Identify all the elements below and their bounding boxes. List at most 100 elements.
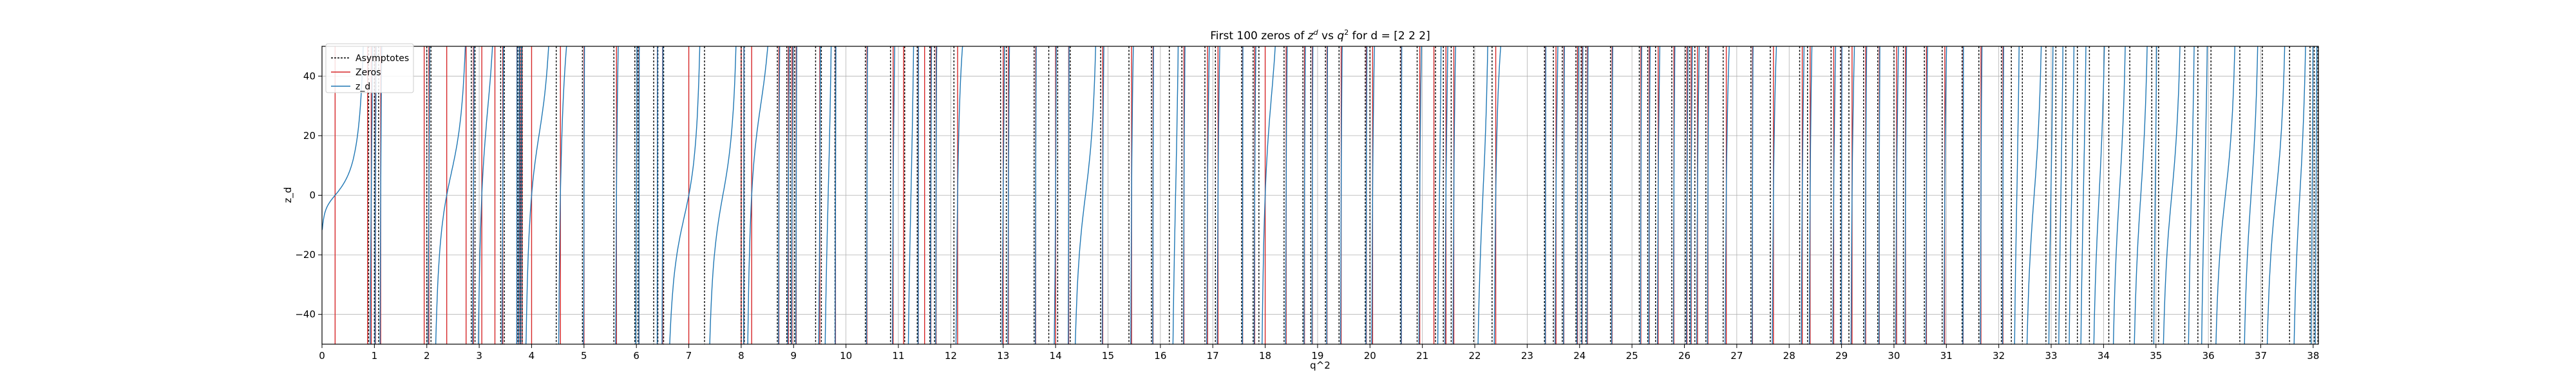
y-axis: −40 −20 0 20 40: [295, 70, 322, 320]
y-tick-label: 20: [303, 130, 316, 142]
zd-curve-series: [322, 46, 2318, 344]
zd-branch: [518, 46, 520, 344]
zd-branch: [2026, 46, 2042, 344]
x-tick-label: 29: [1835, 350, 1848, 362]
zd-branch: [2058, 46, 2063, 344]
zd-branch: [1690, 46, 1693, 344]
zd-branch: [1725, 46, 1730, 344]
x-tick-label: 19: [1311, 350, 1323, 362]
x-tick-label: 23: [1521, 350, 1533, 362]
zd-branch: [2153, 46, 2157, 344]
zd-branch: [525, 46, 549, 344]
y-tick-label: −20: [295, 249, 316, 261]
y-axis-label: z_d: [282, 187, 294, 203]
x-tick-label: 1: [372, 350, 378, 362]
x-tick-label: 6: [633, 350, 639, 362]
zd-branch: [2293, 46, 2306, 344]
x-tick-label: 12: [945, 350, 957, 362]
zd-branch: [1303, 46, 1306, 344]
x-tick-label: 26: [1678, 350, 1690, 362]
asymptotes-series: [368, 46, 2318, 344]
zd-branch: [1452, 46, 1456, 344]
zd-branch: [1576, 46, 1579, 344]
zd-branch: [1172, 46, 1179, 344]
zd-branch: [1943, 46, 1947, 344]
zd-branch: [2002, 46, 2004, 344]
zd-branch: [2048, 46, 2054, 344]
zd-branch: [322, 46, 364, 230]
zd-branch: [1640, 46, 1642, 344]
zd-branch: [1437, 46, 1442, 344]
zd-branch: [558, 46, 567, 344]
zd-branch: [656, 46, 658, 344]
zd-branch: [709, 46, 737, 344]
zd-branch: [1365, 46, 1368, 344]
x-tick-label: 35: [2150, 350, 2162, 362]
x-tick-label: 0: [319, 350, 325, 362]
y-tick-label: −40: [295, 309, 316, 320]
zd-branch: [1555, 46, 1558, 344]
zd-branch: [1648, 46, 1651, 344]
zd-branch: [787, 46, 790, 344]
legend-label-zeros: Zeros: [355, 68, 381, 78]
x-tick-label: 33: [2045, 350, 2057, 362]
x-tick-label: 18: [1259, 350, 1271, 362]
zd-branch: [1581, 46, 1584, 344]
zd-branch: [2112, 46, 2126, 344]
zd-branch: [427, 46, 431, 344]
legend: Asymptotes Zeros z_d: [325, 43, 414, 93]
x-tick-label: 4: [529, 350, 535, 362]
zd-branch: [478, 46, 493, 344]
zd-branch: [1001, 46, 1005, 344]
zd-branch: [2134, 46, 2148, 344]
x-tick-label: 34: [2098, 350, 2110, 362]
zd-branch: [2315, 46, 2318, 344]
x-tick-label: 38: [2307, 350, 2319, 362]
zd-branch: [1850, 46, 1855, 344]
zd-branch: [520, 46, 522, 344]
x-tick-label: 20: [1364, 350, 1376, 362]
x-tick-label: 11: [892, 350, 904, 362]
legend-box: [325, 43, 414, 93]
x-tick-label: 17: [1207, 350, 1219, 362]
x-tick-label: 24: [1573, 350, 1586, 362]
zd-branch: [1418, 46, 1422, 344]
zd-branch: [891, 46, 896, 344]
x-tick-label: 8: [738, 350, 744, 362]
x-tick-label: 2: [424, 350, 430, 362]
zd-branch: [1707, 46, 1710, 344]
x-tick-label: 15: [1102, 350, 1114, 362]
zd-branch: [824, 46, 832, 344]
zd-branch: [2215, 46, 2235, 344]
zd-branch: [1925, 46, 1928, 344]
zd-branch: [1696, 46, 1700, 344]
zd-branch: [955, 46, 963, 344]
zd-branch: [747, 46, 768, 344]
zd-branch: [1130, 46, 1134, 344]
x-tick-label: 22: [1468, 350, 1481, 362]
zd-branch: [1685, 46, 1689, 344]
zd-branch: [669, 46, 701, 344]
legend-label-asymptotes: Asymptotes: [355, 53, 409, 64]
zd-branch: [374, 46, 377, 344]
legend-label-zd: z_d: [355, 82, 370, 92]
zd-branch: [615, 46, 619, 344]
zd-branch: [2188, 46, 2195, 344]
x-tick-label: 14: [1050, 350, 1062, 362]
x-axis: 0 1 2 3 4 5 6 7 8 9 10 11 12 13 14 15 16 17 18 19 20 21 22 23 24…: [319, 344, 2319, 362]
x-tick-label: 36: [2202, 350, 2215, 362]
zd-branch: [2014, 46, 2020, 344]
zd-branch: [661, 46, 663, 344]
y-tick-label: 40: [303, 70, 316, 82]
zd-branch: [2244, 46, 2259, 344]
y-tick-label: 0: [309, 190, 316, 201]
zd-branch: [743, 46, 744, 344]
x-tick-label: 27: [1730, 350, 1743, 362]
x-tick-label: 13: [997, 350, 1009, 362]
zd-branch: [501, 46, 504, 344]
x-tick-label: 37: [2255, 350, 2267, 362]
zd-branch: [1217, 46, 1220, 344]
zd-branch: [2093, 46, 2105, 344]
x-axis-label: q^2: [1310, 360, 1331, 371]
